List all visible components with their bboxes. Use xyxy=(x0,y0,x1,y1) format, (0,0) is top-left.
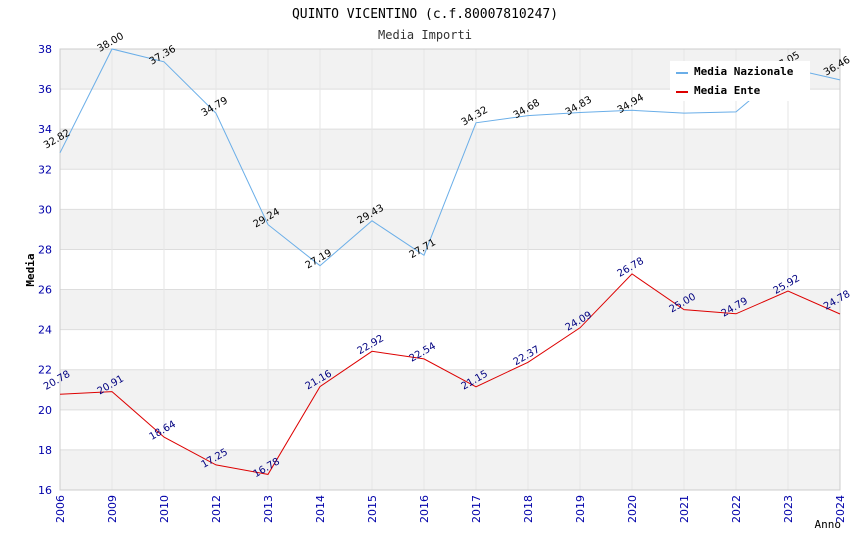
x-tick-label: 2020 xyxy=(626,495,639,523)
x-tick-label: 2023 xyxy=(782,495,795,523)
x-tick-label: 2009 xyxy=(106,495,119,523)
y-tick-label: 38 xyxy=(38,43,52,56)
x-tick-label: 2012 xyxy=(210,495,223,523)
plot-bands xyxy=(60,49,840,490)
series-lines xyxy=(59,48,841,475)
y-tick-label: 34 xyxy=(38,123,52,136)
x-tick-label: 2016 xyxy=(418,495,431,523)
x-tick-label: 2014 xyxy=(314,495,327,523)
data-label: 22.92 xyxy=(356,333,386,357)
plot-band xyxy=(60,209,840,250)
x-axis-label: Anno xyxy=(815,518,842,531)
data-label: 34.68 xyxy=(512,97,542,121)
plot-band xyxy=(60,369,840,410)
y-tick-label: 28 xyxy=(38,243,52,256)
plot-area-border xyxy=(59,48,841,491)
legend-label-ente: Media Ente xyxy=(694,84,761,97)
grid-lines xyxy=(59,48,841,491)
y-axis-label: Media xyxy=(24,253,37,286)
x-tick-label: 2022 xyxy=(730,495,743,523)
x-tick-label: 2015 xyxy=(366,495,379,523)
x-tick-label: 2019 xyxy=(574,495,587,523)
plot-band xyxy=(60,129,840,170)
y-tick-label: 18 xyxy=(38,444,52,457)
series-line-media-ente xyxy=(59,273,841,475)
y-tick-label: 22 xyxy=(38,364,52,377)
data-label: 27.19 xyxy=(304,248,334,272)
x-tick-label: 2021 xyxy=(678,495,691,523)
chart-subtitle: Media Importi xyxy=(378,28,472,42)
y-tick-label: 26 xyxy=(38,284,52,297)
legend: Media Nazionale Media Ente xyxy=(670,61,810,101)
legend-label-nazionale: Media Nazionale xyxy=(694,65,794,78)
data-label: 34.94 xyxy=(616,92,646,116)
x-tick-label: 2013 xyxy=(262,495,275,523)
x-tick-label: 2018 xyxy=(522,495,535,523)
plot-band xyxy=(60,289,840,330)
data-label: 22.54 xyxy=(408,341,438,365)
y-tick-label: 20 xyxy=(38,404,52,417)
data-label: 34.79 xyxy=(200,95,230,119)
data-label: 22.37 xyxy=(512,344,542,368)
y-axis-ticks: 16 18 20 22 24 26 28 30 32 34 36 38 xyxy=(38,43,52,497)
x-tick-label: 2024 xyxy=(834,495,847,523)
data-label: 34.83 xyxy=(564,94,594,118)
x-tick-label: 2006 xyxy=(54,495,67,523)
y-tick-label: 30 xyxy=(38,203,52,216)
y-tick-label: 32 xyxy=(38,163,52,176)
data-label: 18.64 xyxy=(148,419,178,443)
chart-title: QUINTO VICENTINO (c.f.80007810247) xyxy=(292,7,558,22)
x-tick-label: 2010 xyxy=(158,495,171,523)
plot-band xyxy=(60,449,840,490)
y-tick-label: 16 xyxy=(38,484,52,497)
series-line-media-nazionale xyxy=(59,48,841,267)
y-tick-label: 24 xyxy=(38,324,52,337)
y-tick-label: 36 xyxy=(38,83,52,96)
x-axis-ticks: 2006 2009 2010 2012 2013 2014 2015 2016 2017 2018… xyxy=(54,495,847,523)
x-tick-label: 2017 xyxy=(470,495,483,523)
legend-box xyxy=(670,61,810,101)
data-label: 26.78 xyxy=(616,256,646,280)
